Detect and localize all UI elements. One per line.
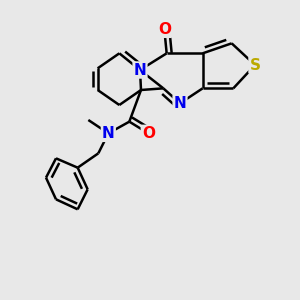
Text: N: N bbox=[134, 62, 146, 77]
Text: O: O bbox=[158, 22, 171, 37]
Text: N: N bbox=[174, 96, 186, 111]
Text: O: O bbox=[142, 126, 155, 141]
Text: N: N bbox=[102, 126, 115, 141]
Text: S: S bbox=[250, 58, 260, 73]
